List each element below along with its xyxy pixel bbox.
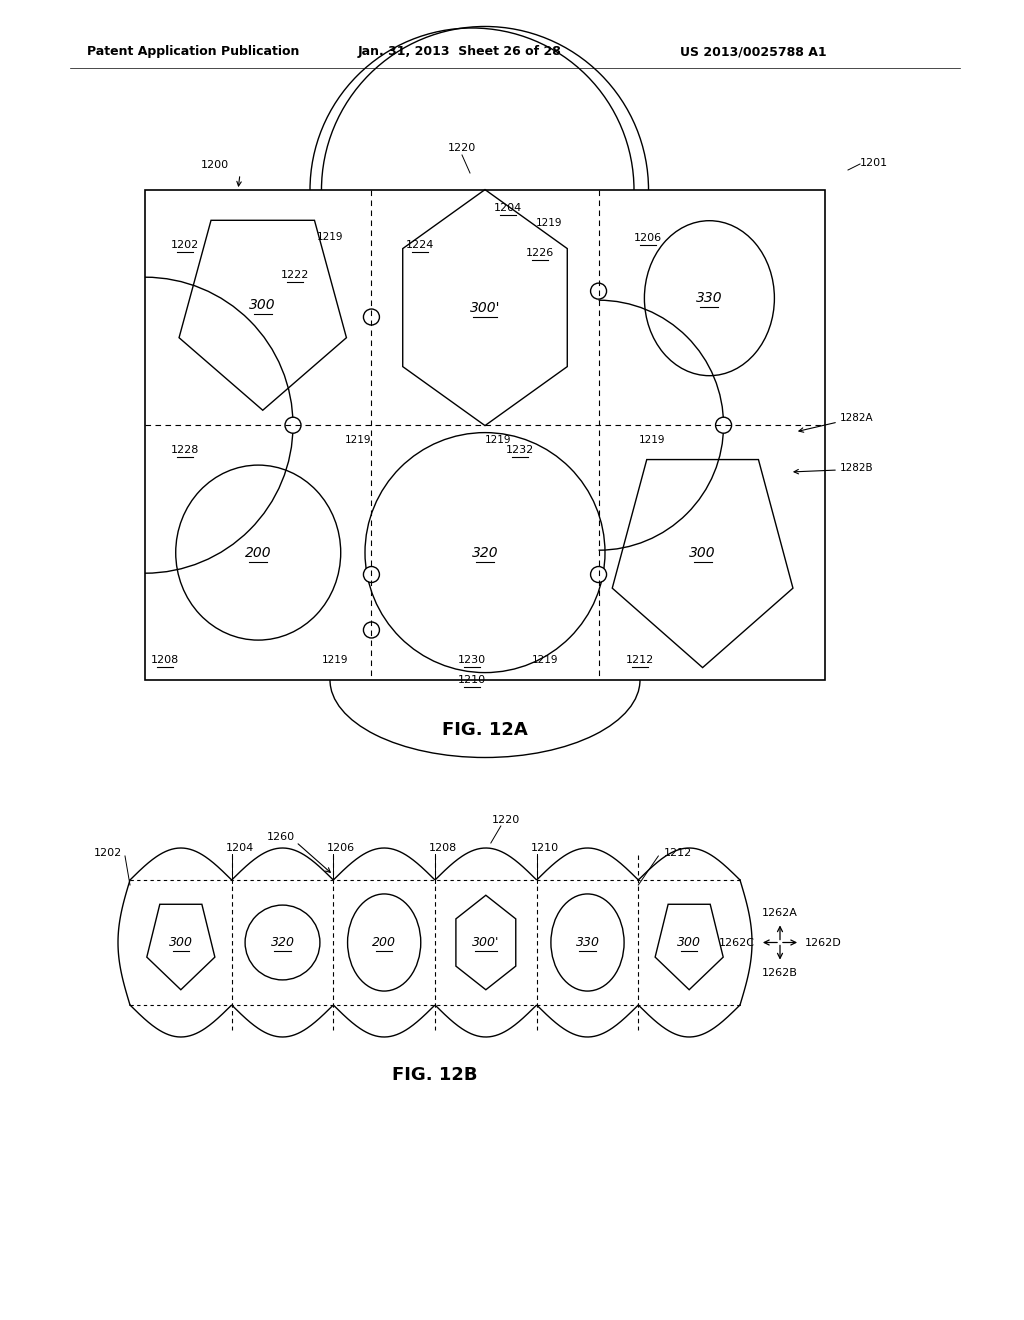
Text: Patent Application Publication: Patent Application Publication — [87, 45, 299, 58]
Circle shape — [364, 622, 380, 638]
Text: 200: 200 — [372, 936, 396, 949]
Text: 330: 330 — [696, 292, 723, 305]
Text: 320: 320 — [270, 936, 295, 949]
Text: 1219: 1219 — [536, 218, 562, 228]
Circle shape — [591, 566, 606, 582]
Text: 1210: 1210 — [458, 675, 486, 685]
Bar — [145, 190, 825, 680]
Circle shape — [285, 417, 301, 433]
Text: US 2013/0025788 A1: US 2013/0025788 A1 — [680, 45, 826, 58]
Text: 1202: 1202 — [171, 240, 199, 249]
Text: 1208: 1208 — [151, 655, 179, 665]
Text: FIG. 12A: FIG. 12A — [442, 721, 528, 739]
Text: 1204: 1204 — [494, 203, 522, 213]
Circle shape — [716, 417, 731, 433]
Text: 1228: 1228 — [171, 445, 200, 455]
Text: 300: 300 — [689, 545, 716, 560]
Text: 1210: 1210 — [530, 843, 559, 853]
Text: 1262C: 1262C — [719, 937, 755, 948]
Text: 1212: 1212 — [664, 847, 691, 858]
Text: 1262D: 1262D — [805, 937, 842, 948]
Circle shape — [364, 309, 380, 325]
Text: 200: 200 — [245, 545, 271, 560]
Text: 1282A: 1282A — [840, 413, 873, 422]
Text: 1219: 1219 — [484, 436, 511, 445]
Text: Jan. 31, 2013  Sheet 26 of 28: Jan. 31, 2013 Sheet 26 of 28 — [358, 45, 562, 58]
Text: 1222: 1222 — [281, 271, 309, 280]
Text: 1220: 1220 — [492, 814, 520, 825]
Text: 1219: 1219 — [316, 232, 343, 242]
Text: 1262B: 1262B — [762, 968, 798, 978]
Text: 1204: 1204 — [225, 843, 254, 853]
Text: 1220: 1220 — [447, 143, 476, 153]
Text: 1219: 1219 — [531, 655, 558, 665]
Text: 1201: 1201 — [860, 158, 888, 168]
Text: 1206: 1206 — [634, 234, 663, 243]
Circle shape — [591, 282, 606, 300]
Text: 1260: 1260 — [267, 832, 295, 842]
Text: 1208: 1208 — [429, 843, 457, 853]
Text: 1219: 1219 — [639, 436, 666, 445]
Text: 300: 300 — [250, 298, 276, 313]
Text: 330: 330 — [575, 936, 599, 949]
Text: 1212: 1212 — [626, 655, 654, 665]
Text: 300: 300 — [169, 936, 193, 949]
Text: 300: 300 — [677, 936, 701, 949]
Circle shape — [364, 566, 380, 582]
Text: 1206: 1206 — [328, 843, 355, 853]
Text: 300': 300' — [470, 301, 501, 314]
Text: 1282B: 1282B — [840, 463, 873, 473]
Text: 1200: 1200 — [201, 160, 229, 170]
Text: 1226: 1226 — [526, 248, 554, 257]
Text: 1219: 1219 — [322, 655, 348, 665]
Text: 1224: 1224 — [406, 240, 434, 249]
Text: FIG. 12B: FIG. 12B — [392, 1067, 478, 1084]
Text: 300': 300' — [472, 936, 500, 949]
Text: 320: 320 — [472, 545, 499, 560]
Text: 1232: 1232 — [506, 445, 535, 455]
Text: 1202: 1202 — [94, 847, 122, 858]
Text: 1230: 1230 — [458, 655, 486, 665]
Text: 1262A: 1262A — [762, 908, 798, 917]
Text: 1219: 1219 — [345, 436, 372, 445]
